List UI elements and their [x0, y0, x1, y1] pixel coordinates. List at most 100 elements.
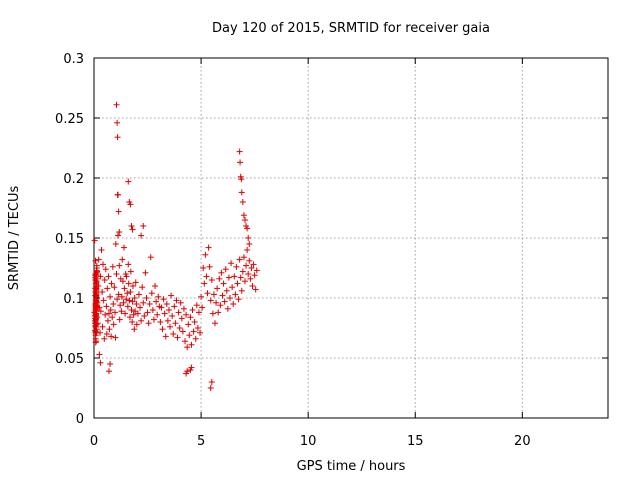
data-point: [124, 303, 131, 310]
data-point: [251, 272, 258, 279]
data-point: [187, 314, 194, 321]
y-tick-label: 0: [76, 412, 84, 427]
y-tick-label: 0.2: [63, 172, 84, 187]
data-point: [189, 307, 196, 313]
data-point: [114, 191, 121, 198]
data-point: [104, 317, 111, 324]
data-point: [213, 299, 220, 306]
data-point: [146, 301, 153, 307]
data-point: [113, 271, 120, 277]
data-point: [234, 280, 241, 287]
point-layer: [91, 101, 260, 391]
data-point: [120, 299, 127, 306]
data-point: [180, 305, 187, 312]
data-point: [140, 299, 147, 306]
y-tick-label: 0.25: [55, 112, 84, 127]
data-point: [157, 319, 164, 325]
y-tick-label: 0.05: [55, 352, 84, 367]
data-point: [153, 298, 160, 305]
data-point: [205, 244, 212, 251]
data-point: [111, 309, 118, 316]
data-point: [191, 319, 198, 325]
data-point: [171, 303, 178, 310]
data-point: [110, 301, 117, 307]
data-point: [150, 316, 157, 323]
data-point: [232, 291, 239, 298]
data-point: [97, 273, 104, 280]
data-point: [100, 297, 107, 304]
data-point: [140, 223, 147, 229]
data-point: [130, 311, 137, 318]
data-point: [120, 244, 127, 251]
data-point: [125, 280, 132, 287]
data-point: [98, 247, 105, 253]
data-point: [99, 323, 106, 330]
data-point: [115, 208, 122, 215]
data-point: [220, 280, 227, 287]
data-point: [93, 267, 100, 274]
data-point: [161, 310, 168, 317]
data-point: [233, 263, 240, 270]
data-point: [163, 301, 170, 307]
tick-layer: 0 5 10 15 20 0 0.05 0.1 0.15 0.2 0.25 0.3: [55, 52, 608, 449]
data-point: [165, 307, 172, 313]
data-point: [239, 199, 246, 205]
data-point: [139, 284, 146, 291]
data-point: [219, 292, 226, 299]
data-point: [226, 295, 233, 301]
data-point: [142, 269, 149, 276]
data-point: [237, 159, 244, 166]
data-point: [103, 303, 110, 310]
data-point: [126, 297, 133, 304]
y-tick-label: 0.3: [63, 52, 84, 67]
y-tick-label: 0.1: [63, 292, 84, 307]
data-point: [119, 256, 126, 263]
data-point: [106, 326, 113, 333]
data-point: [243, 262, 250, 269]
data-point: [176, 325, 183, 331]
data-point: [162, 333, 169, 340]
data-point: [128, 307, 135, 313]
data-point: [193, 302, 200, 309]
data-point: [223, 287, 230, 294]
x-tick-label: 0: [90, 434, 98, 449]
data-point: [104, 285, 111, 292]
data-point: [208, 277, 215, 283]
data-point: [149, 307, 156, 313]
data-point: [173, 297, 180, 304]
data-point: [197, 329, 204, 336]
data-point: [221, 298, 228, 305]
data-point: [134, 310, 141, 317]
data-point: [138, 317, 145, 324]
data-point: [228, 260, 235, 267]
data-point: [92, 311, 99, 318]
data-point: [129, 283, 136, 289]
data-point: [236, 256, 243, 263]
data-point: [114, 296, 121, 303]
data-point: [91, 237, 98, 244]
data-point: [204, 290, 211, 297]
data-point: [129, 319, 136, 325]
x-tick-label: 10: [300, 434, 317, 449]
data-point: [195, 309, 202, 316]
data-point: [198, 293, 205, 300]
data-point: [185, 321, 192, 328]
data-point: [133, 301, 140, 307]
y-tick-label: 0.15: [55, 232, 84, 247]
data-point: [238, 189, 245, 196]
data-point: [123, 273, 130, 280]
data-point: [116, 262, 123, 269]
data-point: [194, 325, 201, 331]
data-point: [164, 317, 171, 324]
data-point: [114, 119, 121, 126]
data-point: [99, 289, 106, 295]
data-point: [113, 101, 120, 108]
data-point: [218, 269, 225, 276]
data-point: [158, 304, 165, 311]
data-point: [238, 176, 245, 183]
data-point: [186, 332, 193, 339]
data-point: [99, 261, 106, 268]
data-point: [217, 302, 224, 309]
data-point: [110, 321, 117, 328]
